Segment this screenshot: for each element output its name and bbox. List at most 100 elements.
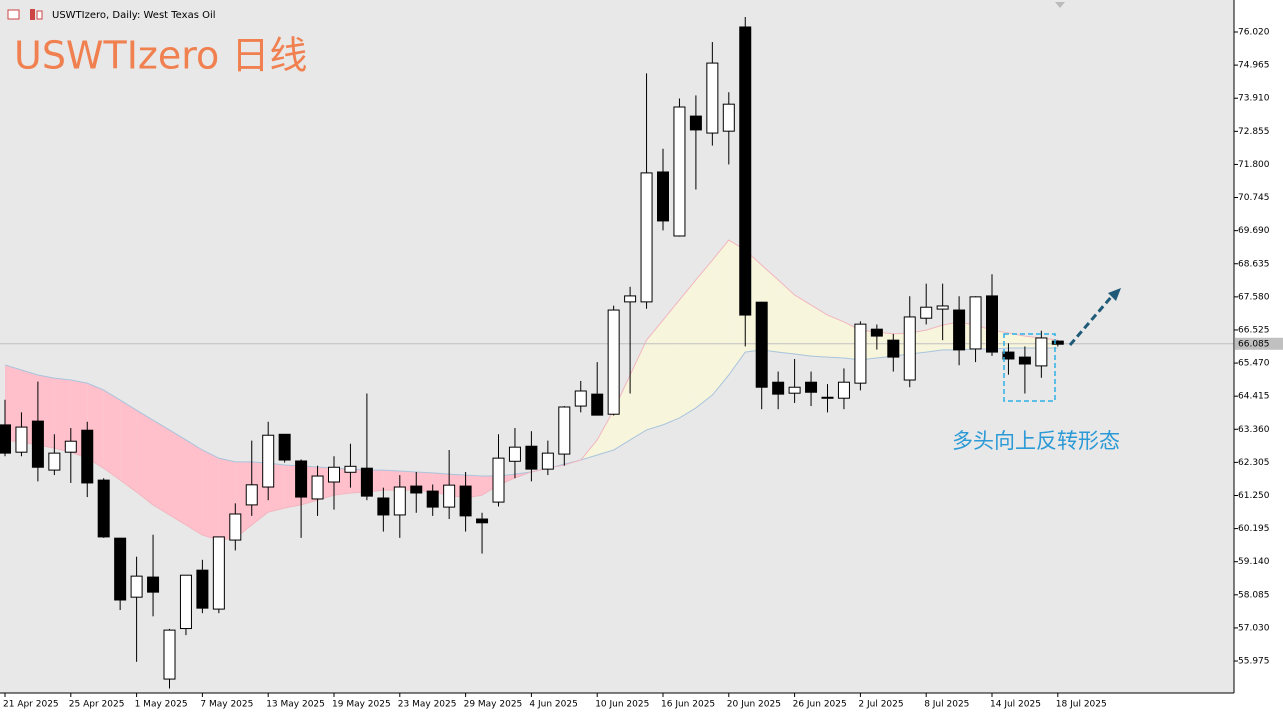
x-tick-label: 14 Jul 2025 bbox=[990, 700, 1041, 710]
y-tick-label: 65.470 bbox=[1238, 359, 1270, 369]
candle-body bbox=[755, 301, 768, 388]
candle-body bbox=[81, 429, 94, 484]
candle-body bbox=[196, 569, 209, 609]
candle-body bbox=[48, 452, 61, 471]
candle-body bbox=[837, 381, 850, 399]
x-tick-label: 18 Jul 2025 bbox=[1056, 700, 1107, 710]
candle-body bbox=[97, 479, 110, 538]
x-tick-label: 8 Jul 2025 bbox=[924, 700, 969, 710]
candle-body bbox=[821, 396, 834, 399]
y-tick-label: 61.250 bbox=[1238, 491, 1270, 501]
y-tick-label: 60.195 bbox=[1238, 524, 1270, 534]
candle-body bbox=[640, 172, 653, 303]
cloud-segment bbox=[663, 299, 680, 425]
y-tick-label: 76.020 bbox=[1238, 28, 1270, 38]
y-tick-label: 62.305 bbox=[1238, 458, 1270, 468]
cloud-segment bbox=[926, 325, 943, 353]
candle-body bbox=[443, 484, 456, 508]
candle-body bbox=[262, 434, 275, 488]
y-tick-label: 70.745 bbox=[1238, 193, 1270, 203]
candle-body bbox=[328, 466, 340, 483]
candle-body bbox=[772, 381, 785, 395]
candle-body bbox=[0, 424, 11, 454]
x-tick-label: 13 May 2025 bbox=[266, 700, 325, 710]
candle-body bbox=[410, 485, 423, 494]
candle-body bbox=[953, 309, 966, 351]
cloud-segment bbox=[185, 439, 203, 536]
candle-body bbox=[936, 305, 949, 310]
candle-body bbox=[805, 381, 818, 393]
y-tick-label: 72.855 bbox=[1238, 127, 1270, 137]
cloud-segment bbox=[794, 294, 812, 357]
cloud-segment bbox=[827, 315, 844, 359]
cloud-segment bbox=[630, 340, 647, 440]
x-tick-label: 2 Jul 2025 bbox=[858, 700, 903, 710]
y-tick-label: 55.975 bbox=[1238, 657, 1270, 667]
candle-body bbox=[722, 103, 735, 132]
candle-body bbox=[607, 309, 620, 415]
candle-body bbox=[508, 446, 521, 462]
x-tick-label: 7 May 2025 bbox=[200, 700, 253, 710]
candle-body bbox=[541, 452, 554, 470]
candle-body bbox=[179, 574, 192, 630]
x-tick-label: 10 Jun 2025 bbox=[595, 700, 649, 710]
candle-body bbox=[114, 537, 127, 601]
candle-body bbox=[15, 426, 28, 453]
y-tick-label: 66.525 bbox=[1238, 325, 1270, 335]
y-tick-label: 74.965 bbox=[1238, 61, 1270, 71]
candle-body bbox=[1051, 340, 1064, 345]
y-tick-label: 69.690 bbox=[1238, 226, 1270, 236]
candle-body bbox=[31, 420, 44, 468]
candle-body bbox=[870, 328, 883, 337]
cloud-segment bbox=[202, 449, 219, 541]
candle-body bbox=[673, 106, 686, 237]
x-tick-label: 1 May 2025 bbox=[135, 700, 188, 710]
icon bbox=[7, 9, 20, 20]
y-tick-label: 67.580 bbox=[1238, 292, 1270, 302]
candle-body bbox=[558, 406, 571, 455]
arrow-head bbox=[1108, 288, 1121, 301]
candle-body bbox=[903, 316, 916, 381]
icon bbox=[30, 9, 35, 20]
cloud-segment bbox=[597, 410, 614, 456]
candle-body bbox=[854, 323, 867, 384]
watermark: USWTIzero 日线 bbox=[14, 34, 307, 78]
x-tick-label: 4 Jun 2025 bbox=[529, 700, 577, 710]
candle-body bbox=[1002, 351, 1015, 360]
candle-body bbox=[920, 306, 933, 319]
cloud-segment bbox=[136, 410, 154, 505]
x-tick-label: 25 Apr 2025 bbox=[69, 700, 125, 710]
cloud-segment bbox=[399, 471, 417, 491]
cloud-segment bbox=[778, 279, 795, 354]
cloud-segment bbox=[103, 390, 121, 481]
y-tick-label: 58.085 bbox=[1238, 590, 1270, 600]
cloud-segment bbox=[54, 378, 71, 453]
cloud-segment bbox=[153, 420, 170, 515]
cloud-segment bbox=[120, 400, 137, 493]
candle-body bbox=[574, 390, 587, 407]
candle-body bbox=[229, 513, 242, 541]
candle-body bbox=[245, 484, 258, 506]
candle-body bbox=[295, 460, 308, 498]
x-tick-label: 16 Jun 2025 bbox=[661, 700, 715, 710]
chart-title: USWTIzero, Daily: West Texas Oil bbox=[52, 10, 216, 21]
x-tick-label: 21 Apr 2025 bbox=[3, 700, 59, 710]
cloud-segment bbox=[679, 279, 696, 418]
candle-body bbox=[591, 393, 604, 416]
candle-body bbox=[311, 475, 324, 500]
cloud-segment bbox=[695, 260, 713, 408]
candle-body bbox=[624, 295, 637, 303]
cloud-segment bbox=[613, 374, 631, 450]
icon bbox=[36, 10, 43, 20]
cloud-segment bbox=[712, 240, 729, 396]
candle-body bbox=[1035, 337, 1048, 367]
candle-body bbox=[476, 518, 489, 524]
highlight-box bbox=[1003, 333, 1056, 402]
candle-body bbox=[1018, 356, 1031, 365]
candle-body bbox=[887, 339, 900, 358]
candle-body bbox=[64, 440, 77, 453]
candle-body bbox=[492, 457, 505, 503]
y-tick-label: 59.140 bbox=[1238, 557, 1270, 567]
y-tick-label: 73.910 bbox=[1238, 94, 1270, 104]
cloud-segment bbox=[646, 320, 663, 430]
